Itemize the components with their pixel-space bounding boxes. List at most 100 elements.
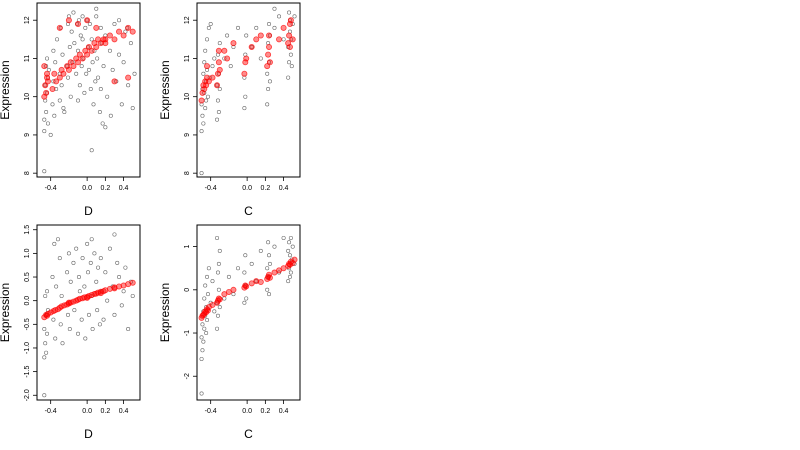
data-point xyxy=(59,293,64,298)
data-point xyxy=(84,294,91,301)
data-point xyxy=(83,336,88,341)
data-point xyxy=(132,71,137,76)
data-point xyxy=(129,28,136,35)
data-point xyxy=(209,74,216,81)
data-point xyxy=(254,25,259,30)
data-point xyxy=(86,67,91,72)
y-tick-label: 12 xyxy=(184,16,191,24)
data-point xyxy=(286,43,293,50)
x-tick-label: 0.4 xyxy=(279,408,289,415)
series-red xyxy=(198,17,296,104)
data-point xyxy=(253,36,260,43)
x-tick-label: 0.2 xyxy=(100,185,110,192)
data-point xyxy=(217,41,222,46)
data-point xyxy=(112,312,117,317)
chart-panel-bottom-left: -0.4 0.0 0.2 0.4 -2.0 -1.5 -1.0 -0.5 0.0 0.5 1.0 1.… xyxy=(0,224,141,441)
data-point xyxy=(266,32,273,39)
data-point xyxy=(101,64,106,69)
data-point xyxy=(277,14,282,19)
data-point xyxy=(44,78,51,85)
data-point xyxy=(216,66,223,73)
data-point xyxy=(71,10,76,15)
x-tick-label: -0.4 xyxy=(205,408,217,415)
data-point xyxy=(292,14,297,19)
data-point xyxy=(230,286,237,293)
data-point xyxy=(45,56,50,61)
data-point xyxy=(290,244,295,249)
series-black xyxy=(199,235,297,396)
data-point xyxy=(287,253,292,258)
data-point xyxy=(95,308,100,313)
data-point xyxy=(231,44,236,49)
data-point xyxy=(112,232,117,237)
data-point xyxy=(93,79,98,84)
data-point xyxy=(249,261,254,266)
data-point xyxy=(208,22,213,27)
y-tick-label: -2 xyxy=(184,373,191,379)
data-point xyxy=(70,63,77,70)
data-point xyxy=(265,102,270,107)
data-point xyxy=(42,117,47,122)
data-point xyxy=(50,102,55,107)
data-point xyxy=(83,25,88,30)
data-point xyxy=(107,246,112,251)
y-axis-label: Expression xyxy=(0,283,12,342)
data-point xyxy=(55,237,60,242)
data-point xyxy=(287,10,292,15)
data-point xyxy=(258,248,263,253)
data-point xyxy=(74,246,79,251)
data-point xyxy=(115,260,120,265)
data-point xyxy=(286,32,293,39)
data-point xyxy=(199,356,204,361)
data-point xyxy=(65,66,72,73)
data-point xyxy=(224,55,231,62)
data-point xyxy=(202,296,207,301)
data-point xyxy=(98,256,103,261)
data-point xyxy=(106,32,113,39)
data-point xyxy=(215,270,220,275)
data-point xyxy=(65,299,72,306)
data-point xyxy=(80,37,85,42)
data-point xyxy=(42,393,47,398)
data-point xyxy=(249,44,254,49)
data-point xyxy=(266,240,271,245)
data-point xyxy=(119,102,124,107)
data-point xyxy=(201,71,206,76)
data-point xyxy=(117,275,122,280)
data-point xyxy=(212,56,217,61)
y-tick-label: 9 xyxy=(184,133,191,137)
data-point xyxy=(276,36,283,43)
data-point xyxy=(215,59,222,66)
data-point xyxy=(77,83,82,88)
data-point xyxy=(222,296,227,301)
data-point xyxy=(57,98,62,103)
data-point xyxy=(204,307,211,314)
data-point xyxy=(289,36,296,43)
y-tick-label: 11 xyxy=(24,55,31,62)
data-point xyxy=(121,289,126,294)
data-point xyxy=(265,51,272,58)
data-point xyxy=(204,63,211,70)
data-point xyxy=(108,113,113,118)
data-point xyxy=(257,32,264,39)
data-point xyxy=(266,43,273,50)
y-tick-label: -1.5 xyxy=(24,365,31,377)
data-point xyxy=(103,270,108,275)
data-point xyxy=(79,55,86,62)
x-tick-label: -0.4 xyxy=(45,185,57,192)
data-point xyxy=(52,113,57,118)
data-point xyxy=(217,305,222,310)
data-point xyxy=(76,98,81,103)
data-point xyxy=(86,312,91,317)
data-point xyxy=(84,71,89,76)
x-tick-label: 0.4 xyxy=(119,185,129,192)
data-point xyxy=(126,327,131,332)
data-point xyxy=(253,278,260,285)
data-point xyxy=(51,317,56,322)
data-point xyxy=(281,235,286,240)
data-point xyxy=(84,51,91,58)
data-point xyxy=(203,48,208,53)
data-point xyxy=(120,32,127,39)
data-point xyxy=(217,87,222,92)
data-point xyxy=(206,266,211,271)
